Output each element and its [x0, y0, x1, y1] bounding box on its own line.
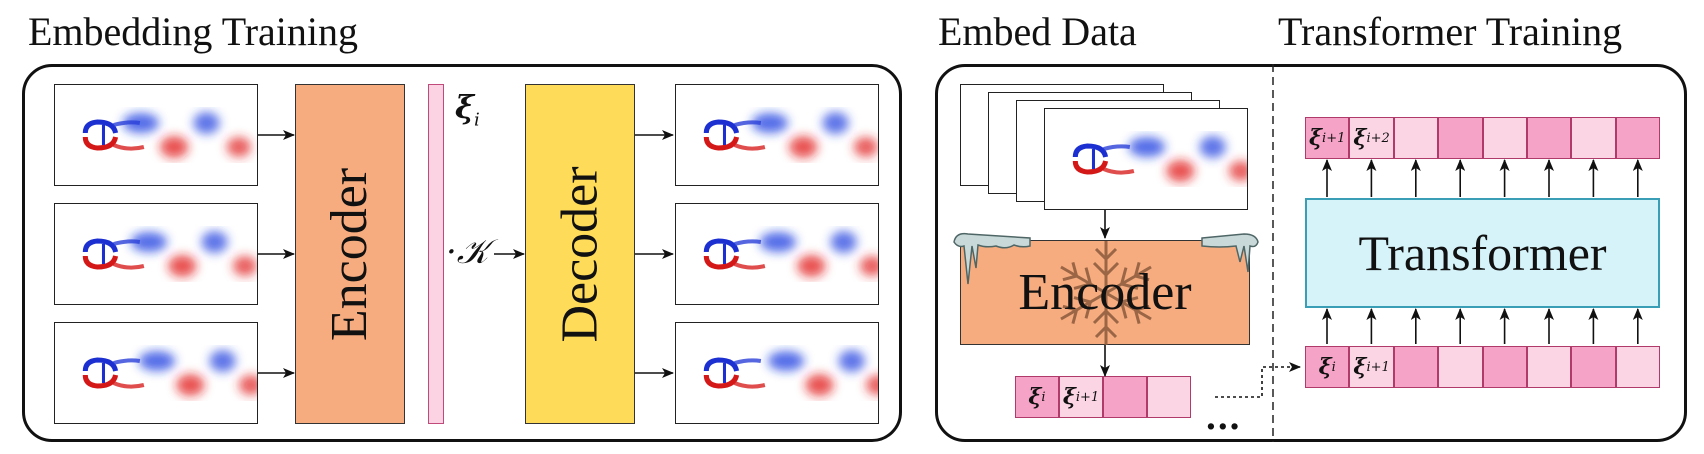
input-flow-frame-1 [54, 84, 258, 186]
sequence-cell: ξ i+1 [1305, 117, 1350, 159]
snowflake-icon [1056, 241, 1156, 347]
transformer-block: Transformer [1305, 198, 1660, 308]
decoder-label: Decoder [551, 165, 609, 343]
sequence-cell [1438, 117, 1483, 159]
sequence-cell [1147, 376, 1191, 418]
encoder-label: Encoder [321, 167, 379, 341]
sequence-cell [1393, 346, 1439, 388]
output-flow-frame-3 [675, 322, 879, 424]
sequence-cell [1438, 346, 1483, 388]
sequence-cell [1615, 117, 1661, 159]
decoder-block: Decoder [525, 84, 635, 424]
sequence-cell: ξ i+1 [1349, 346, 1394, 388]
title-embed-data: Embed Data [938, 9, 1137, 54]
embedding-training-panel [22, 64, 902, 442]
sequence-cell [1571, 117, 1616, 159]
sequence-cell [1393, 117, 1439, 159]
ice-left-icon [953, 232, 1031, 285]
sequence-cell [1482, 117, 1527, 159]
embed-transformer-panel [935, 64, 1687, 442]
sequence-cell [1482, 346, 1527, 388]
output-flow-frame-1 [675, 84, 879, 186]
sequence-cell [1615, 346, 1661, 388]
sequence-cell [1103, 376, 1147, 418]
encoder-block: Encoder [295, 84, 405, 424]
frozen-encoder-label: Encoder [1018, 264, 1192, 321]
title-embedding-training: Embedding Training [28, 9, 359, 54]
stacked-flow-frame-4 [1044, 108, 1248, 210]
xi-i-label: ξi [455, 88, 480, 131]
sequence-cell: ξ i+2 [1349, 117, 1394, 159]
koopman-operator-label: ·𝒦 [446, 232, 489, 272]
sequence-cell [1527, 346, 1572, 388]
input-flow-frame-2 [54, 203, 258, 305]
embedding-vector-bar [428, 84, 444, 424]
ellipsis-label: ... [1205, 398, 1241, 438]
input-flow-frame-3 [54, 322, 258, 424]
title-transformer-training: Transformer Training [1278, 9, 1623, 54]
sequence-cell [1571, 346, 1616, 388]
output-flow-frame-2 [675, 203, 879, 305]
transformer-label: Transformer [1358, 225, 1607, 281]
sequence-cell [1527, 117, 1572, 159]
dashed-separator [1272, 64, 1274, 442]
frozen-encoder-block: Encoder [960, 240, 1250, 347]
sequence-cell: ξ i+1 [1059, 376, 1103, 418]
ice-right-icon [1201, 233, 1259, 273]
